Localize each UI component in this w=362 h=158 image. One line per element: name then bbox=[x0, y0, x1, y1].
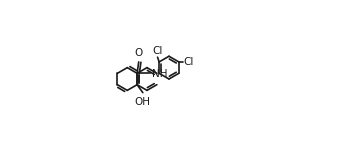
Text: NH: NH bbox=[152, 69, 168, 79]
Text: OH: OH bbox=[135, 97, 151, 107]
Text: Cl: Cl bbox=[184, 57, 194, 67]
Text: O: O bbox=[135, 48, 143, 58]
Text: Cl: Cl bbox=[152, 46, 163, 56]
